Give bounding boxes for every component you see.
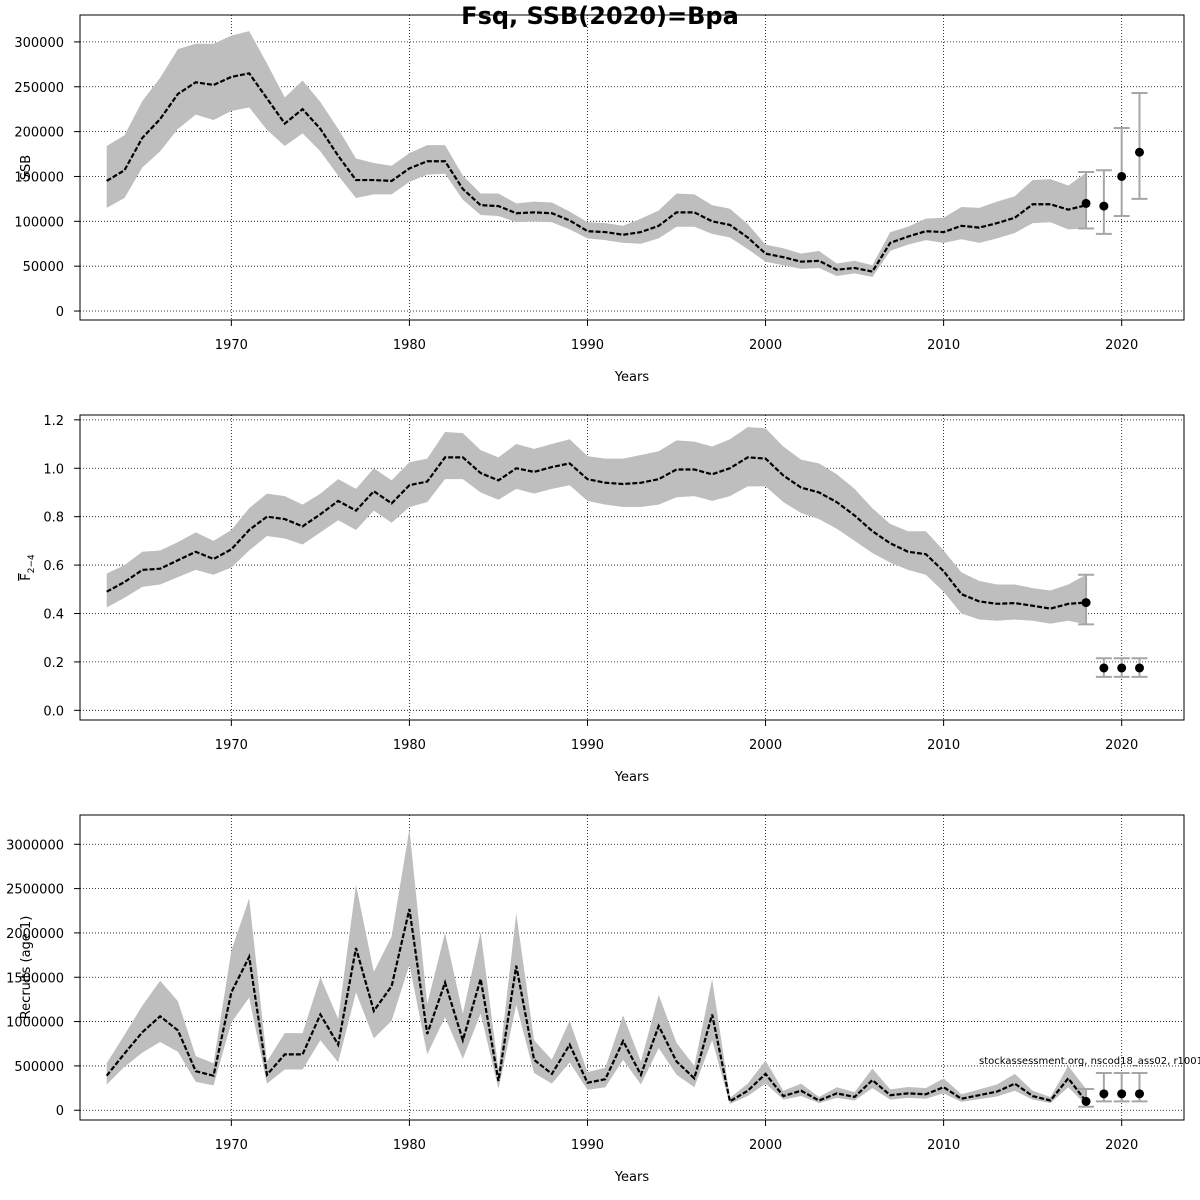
y-tick-label: 500000 — [14, 1060, 64, 1075]
panel-recruits: 1970 1980 1990 2000 2010 2020 0 500000 1000000 15… — [6, 814, 1185, 1185]
projection-point — [1081, 598, 1091, 608]
footnote: stockassessment.org, nscod18_ass02, r100… — [979, 1056, 1200, 1067]
y-tick-label: 1500000 — [6, 971, 64, 986]
y-tick-label: 1.0 — [43, 462, 64, 477]
projection-point — [1099, 201, 1109, 211]
estimate-line — [106, 456, 1087, 610]
x-tick-label: 1990 — [571, 338, 604, 353]
y-tick-label: 0.6 — [43, 559, 64, 574]
y-tick-label: 0.2 — [43, 656, 64, 671]
projection-errorbars — [1078, 573, 1148, 678]
plot-border — [79, 14, 1185, 321]
x-tick-label: 2020 — [1105, 738, 1138, 753]
y-tick-label: 100000 — [14, 215, 64, 230]
y-tick-label: 0.0 — [43, 704, 64, 719]
x-tick-label: 1970 — [215, 338, 248, 353]
projection-point — [1099, 663, 1109, 673]
y-tick-label: 0 — [56, 305, 64, 320]
x-tick-label: 2010 — [927, 338, 960, 353]
y-axis-label: F2−4F̄2−4 — [19, 554, 37, 581]
x-tick-label: 2020 — [1105, 338, 1138, 353]
confidence-band — [106, 829, 1087, 1105]
x-tick-label: 2010 — [927, 738, 960, 753]
x-tick-label: 2010 — [927, 1138, 960, 1153]
y-tick-label: 3000000 — [6, 838, 64, 853]
plot-border — [79, 814, 1185, 1121]
y-tick-label: 50000 — [23, 260, 64, 275]
projection-point — [1117, 1089, 1127, 1099]
x-tick-label: 2020 — [1105, 1138, 1138, 1153]
x-axis-label: Years — [614, 1170, 650, 1185]
estimate-line — [105, 908, 1087, 1104]
x-tick-label: 1980 — [393, 1138, 426, 1153]
y-tick-label: 250000 — [14, 81, 64, 96]
y-tick-label: 1000000 — [6, 1016, 64, 1031]
y-tick-label: 2500000 — [6, 883, 64, 898]
y-tick-label: 2000000 — [6, 927, 64, 942]
chart-title: Fsq, SSB(2020)=Bpa — [461, 2, 739, 30]
x-tick-label: 1970 — [215, 738, 248, 753]
projection-point — [1117, 663, 1127, 673]
x-axis-label: Years — [614, 770, 650, 785]
projection-point — [1117, 171, 1127, 181]
plot-border — [79, 414, 1185, 721]
panel-fbar: 1970 1980 1990 2000 2010 2020 0.0 0.2 0.4 0.6 0.8 1… — [19, 414, 1185, 785]
x-tick-label: 1990 — [571, 1138, 604, 1153]
y-tick-label: 150000 — [14, 170, 64, 185]
projection-point — [1134, 147, 1144, 157]
x-tick-label: 2000 — [749, 338, 782, 353]
y-tick-label: 0.8 — [43, 511, 64, 526]
y-axis-label: SSB — [19, 155, 34, 180]
projection-point — [1134, 1089, 1144, 1099]
panels: 1970 1980 1990 2000 2010 2020 0 50000 100000 1500… — [6, 14, 1185, 1185]
estimate-line — [106, 72, 1087, 273]
y-axis-label: Recruits (age 1) — [19, 916, 34, 1020]
x-axis-label: Years — [614, 370, 650, 385]
y-tick-label: 300000 — [14, 36, 64, 51]
projection-point — [1081, 198, 1091, 208]
y-axis-label-main: F — [19, 573, 34, 580]
y-tick-label: 0.4 — [43, 607, 64, 622]
projection-point — [1081, 1096, 1091, 1106]
y-tick-label: 0 — [56, 1104, 64, 1119]
confidence-band — [106, 31, 1087, 277]
panel-ssb: 1970 1980 1990 2000 2010 2020 0 50000 100000 1500… — [14, 14, 1185, 385]
y-tick-label: 200000 — [14, 126, 64, 141]
x-tick-label: 1980 — [393, 338, 426, 353]
projection-point — [1099, 1089, 1109, 1099]
projection-point — [1134, 663, 1144, 673]
x-tick-label: 2000 — [749, 1138, 782, 1153]
y-tick-label: 1.2 — [43, 414, 64, 429]
x-tick-label: 1990 — [571, 738, 604, 753]
x-tick-label: 1970 — [215, 1138, 248, 1153]
grid-lines — [80, 815, 1184, 1120]
y-axis-label-sub: 2−4 — [27, 554, 37, 573]
x-tick-label: 2000 — [749, 738, 782, 753]
x-tick-label: 1980 — [393, 738, 426, 753]
